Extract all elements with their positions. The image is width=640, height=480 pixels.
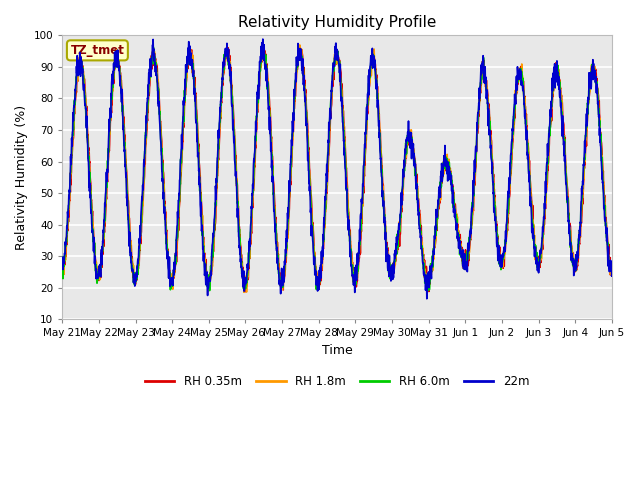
RH 6.0m <box>497 260 505 266</box>
Line: 22m: 22m <box>62 39 612 299</box>
RH 1.8m <box>365 82 373 88</box>
RH 1.8m <box>497 257 505 263</box>
RH 0.35m <box>575 242 583 248</box>
RH 1.8m <box>575 241 583 247</box>
22m <box>423 296 431 301</box>
Y-axis label: Relativity Humidity (%): Relativity Humidity (%) <box>15 105 28 250</box>
22m <box>259 36 267 42</box>
22m <box>365 69 373 74</box>
RH 6.0m <box>560 137 568 143</box>
RH 0.35m <box>353 278 361 284</box>
22m <box>58 264 66 269</box>
RH 1.8m <box>296 42 303 48</box>
22m <box>560 140 568 145</box>
22m <box>575 237 583 243</box>
X-axis label: Time: Time <box>322 344 353 357</box>
22m <box>608 271 616 276</box>
Line: RH 0.35m: RH 0.35m <box>62 46 612 292</box>
RH 6.0m <box>212 203 220 208</box>
RH 1.8m <box>212 207 220 213</box>
Text: TZ_tmet: TZ_tmet <box>70 44 124 57</box>
Line: RH 6.0m: RH 6.0m <box>62 47 612 291</box>
22m <box>212 183 220 189</box>
RH 6.0m <box>608 266 616 272</box>
Title: Relativity Humidity Profile: Relativity Humidity Profile <box>238 15 436 30</box>
RH 0.35m <box>212 220 220 226</box>
RH 6.0m <box>424 288 432 294</box>
RH 6.0m <box>353 267 361 273</box>
RH 6.0m <box>58 270 66 276</box>
RH 1.8m <box>353 275 361 281</box>
RH 0.35m <box>560 122 568 128</box>
RH 1.8m <box>560 142 568 148</box>
RH 1.8m <box>240 289 248 295</box>
RH 0.35m <box>365 84 373 90</box>
RH 6.0m <box>575 236 583 242</box>
RH 0.35m <box>296 43 304 48</box>
RH 1.8m <box>608 263 616 268</box>
RH 0.35m <box>242 289 250 295</box>
RH 1.8m <box>58 265 66 271</box>
RH 0.35m <box>608 271 616 276</box>
Line: RH 1.8m: RH 1.8m <box>62 45 612 292</box>
RH 6.0m <box>150 44 157 50</box>
Legend: RH 0.35m, RH 1.8m, RH 6.0m, 22m: RH 0.35m, RH 1.8m, RH 6.0m, 22m <box>140 371 534 393</box>
RH 6.0m <box>365 80 373 86</box>
RH 0.35m <box>58 263 66 268</box>
22m <box>497 254 505 260</box>
RH 0.35m <box>497 256 505 262</box>
22m <box>353 262 361 268</box>
